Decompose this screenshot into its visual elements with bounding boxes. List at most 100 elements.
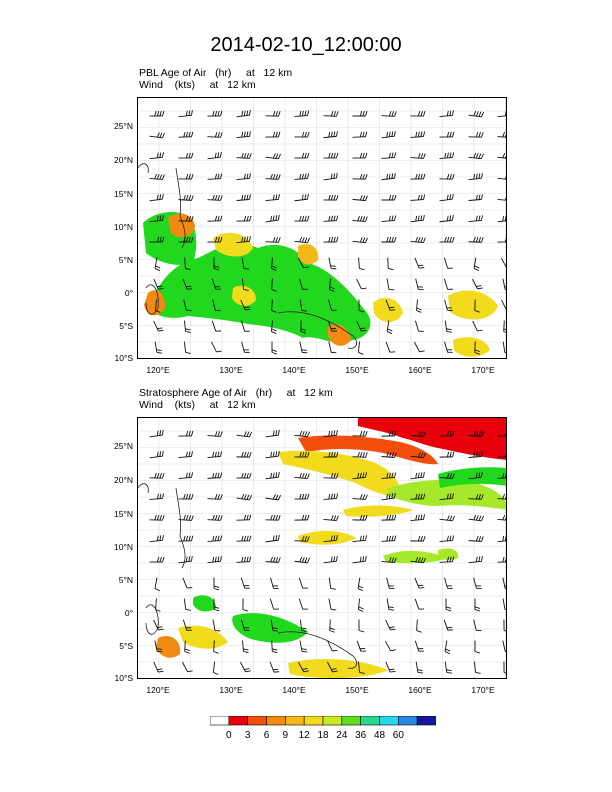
wind-barb — [328, 299, 337, 311]
lon-label: 130°E — [219, 365, 243, 375]
strat-lime-east — [438, 548, 459, 561]
wind-barb — [323, 110, 339, 117]
colorbar-swatch — [266, 716, 286, 726]
wind-barb — [497, 451, 506, 458]
wind-barb — [414, 341, 425, 353]
lat-label: 5°N — [118, 255, 133, 265]
wind-barb — [439, 473, 455, 479]
wind-barb — [294, 110, 310, 117]
wind-barb — [207, 110, 223, 117]
wind-barb — [352, 237, 368, 244]
wind-barb — [358, 661, 365, 674]
wind-barb — [207, 451, 223, 458]
wind-barb — [443, 278, 453, 290]
pbl-orange-mid — [298, 243, 319, 265]
wind-barb — [386, 598, 395, 611]
wind-barb — [468, 110, 484, 118]
wind-barb — [497, 215, 506, 223]
wind-barb — [294, 194, 309, 202]
wind-barb — [503, 320, 506, 334]
wind-barb — [381, 152, 397, 159]
wind-barb — [497, 535, 506, 543]
lon-label: 150°E — [345, 685, 369, 695]
wind-barb — [472, 320, 483, 332]
colorbar-swatch — [210, 716, 230, 726]
wind-barb — [328, 577, 336, 590]
wind-barb — [473, 661, 481, 674]
wind-barb — [236, 556, 252, 563]
wind-barb — [298, 257, 309, 269]
wind-barb — [294, 236, 310, 244]
wind-barb — [149, 173, 165, 180]
wind-barb — [473, 619, 482, 632]
wind-barb — [298, 577, 308, 589]
wind-barb — [265, 194, 280, 202]
pbl-yellow-blob1 — [213, 232, 253, 257]
wind-barb — [381, 236, 397, 243]
lat-label: 5°N — [118, 575, 133, 585]
wind-barb — [184, 341, 191, 354]
wind-barb — [323, 535, 338, 543]
wind-barb — [497, 174, 506, 181]
wind-barb — [207, 493, 223, 500]
wind-barb — [328, 278, 335, 292]
lat-label: 10°N — [114, 542, 133, 552]
wind-barb — [381, 173, 396, 181]
wind-barb — [352, 472, 367, 480]
wind-barb — [323, 555, 338, 564]
wind-barb — [178, 236, 194, 243]
wind-barb — [497, 131, 506, 138]
wind-barb — [410, 556, 426, 564]
wind-barb — [410, 535, 426, 542]
colorbar-tick-label: 6 — [263, 730, 270, 741]
wind-barb — [153, 278, 164, 290]
wind-barb — [385, 299, 396, 311]
wind-barb — [474, 299, 480, 313]
wind-barb — [439, 236, 455, 243]
wind-barb — [443, 257, 453, 269]
lon-label: 140°E — [282, 685, 306, 695]
pbl-yellow-east2 — [448, 290, 498, 320]
strat-green-band — [438, 467, 506, 488]
wind-barb — [414, 320, 424, 332]
wind-barb — [439, 451, 455, 458]
lat-label: 20°N — [114, 475, 133, 485]
wind-barb — [149, 152, 164, 160]
wind-barb — [444, 577, 453, 589]
strat-orange-band — [298, 435, 438, 465]
colorbar-swatch — [398, 716, 418, 726]
wind-barb — [323, 236, 339, 243]
wind-barb — [271, 640, 278, 654]
wind-barb — [444, 299, 453, 311]
wind-barb — [323, 493, 339, 500]
wind-barb — [207, 194, 223, 201]
wind-barb — [381, 492, 396, 501]
wind-barb — [443, 619, 454, 631]
wind-barb — [236, 152, 252, 159]
wind-barb — [236, 173, 252, 180]
colorbar-swatch — [303, 716, 324, 726]
wind-barb — [387, 257, 394, 271]
wind-barb — [207, 236, 223, 243]
wind-barb — [236, 514, 252, 521]
wind-barb — [178, 493, 194, 500]
wind-barb — [236, 472, 252, 479]
wind-barb — [327, 320, 338, 332]
wind-barb — [178, 152, 194, 159]
wind-barb — [240, 320, 250, 332]
colorbar-swatch — [379, 716, 399, 726]
wind-barb — [236, 493, 253, 501]
wind-barb — [410, 431, 426, 438]
wind-barb — [207, 173, 223, 180]
lat-label: 0° — [124, 608, 133, 618]
wind-barb — [149, 110, 165, 117]
colorbar-tick-label: 36 — [355, 730, 367, 741]
wind-barb — [468, 152, 484, 160]
colorbar — [210, 716, 436, 726]
lat-label: 10°N — [114, 222, 133, 232]
wind-barb — [270, 619, 279, 632]
colorbar-tick-label: 3 — [244, 730, 251, 741]
pbl-age-map — [137, 97, 507, 359]
wind-barb — [294, 493, 310, 500]
wind-barb — [410, 493, 426, 500]
